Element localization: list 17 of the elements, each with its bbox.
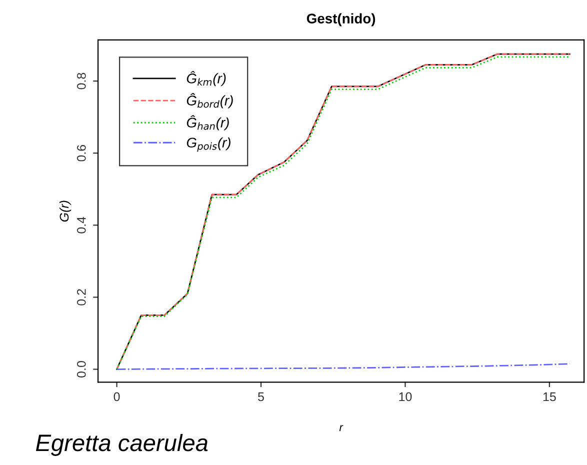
legend-label: Ĝ$_{km}$(r)	[186, 71, 226, 86]
legend-label: Ĝ$_{han}$(r)	[186, 115, 229, 130]
chart-title: Gest(nido)	[306, 13, 376, 26]
y-tick-label: 0.8	[76, 72, 86, 90]
legend-label: G$_{pois}$(r)	[186, 137, 230, 152]
y-tick-label: 0.6	[76, 144, 86, 162]
legend-label: Ĝ$_{bord}$(r)	[186, 93, 233, 108]
y-tick-label: 0.4	[76, 216, 86, 234]
text: Egretta caerulea	[36, 434, 208, 456]
x-tick-label: 10	[399, 392, 412, 402]
x-tick-label: 15	[543, 392, 556, 402]
x-axis-title: r	[339, 425, 344, 432]
y-tick-label: 0.0	[76, 361, 86, 378]
x-tick-label: 0	[114, 392, 120, 402]
x-tick-label: 5	[258, 392, 264, 402]
y-tick-label: 0.2	[76, 289, 86, 306]
y-axis-title: G(r)	[59, 200, 72, 222]
